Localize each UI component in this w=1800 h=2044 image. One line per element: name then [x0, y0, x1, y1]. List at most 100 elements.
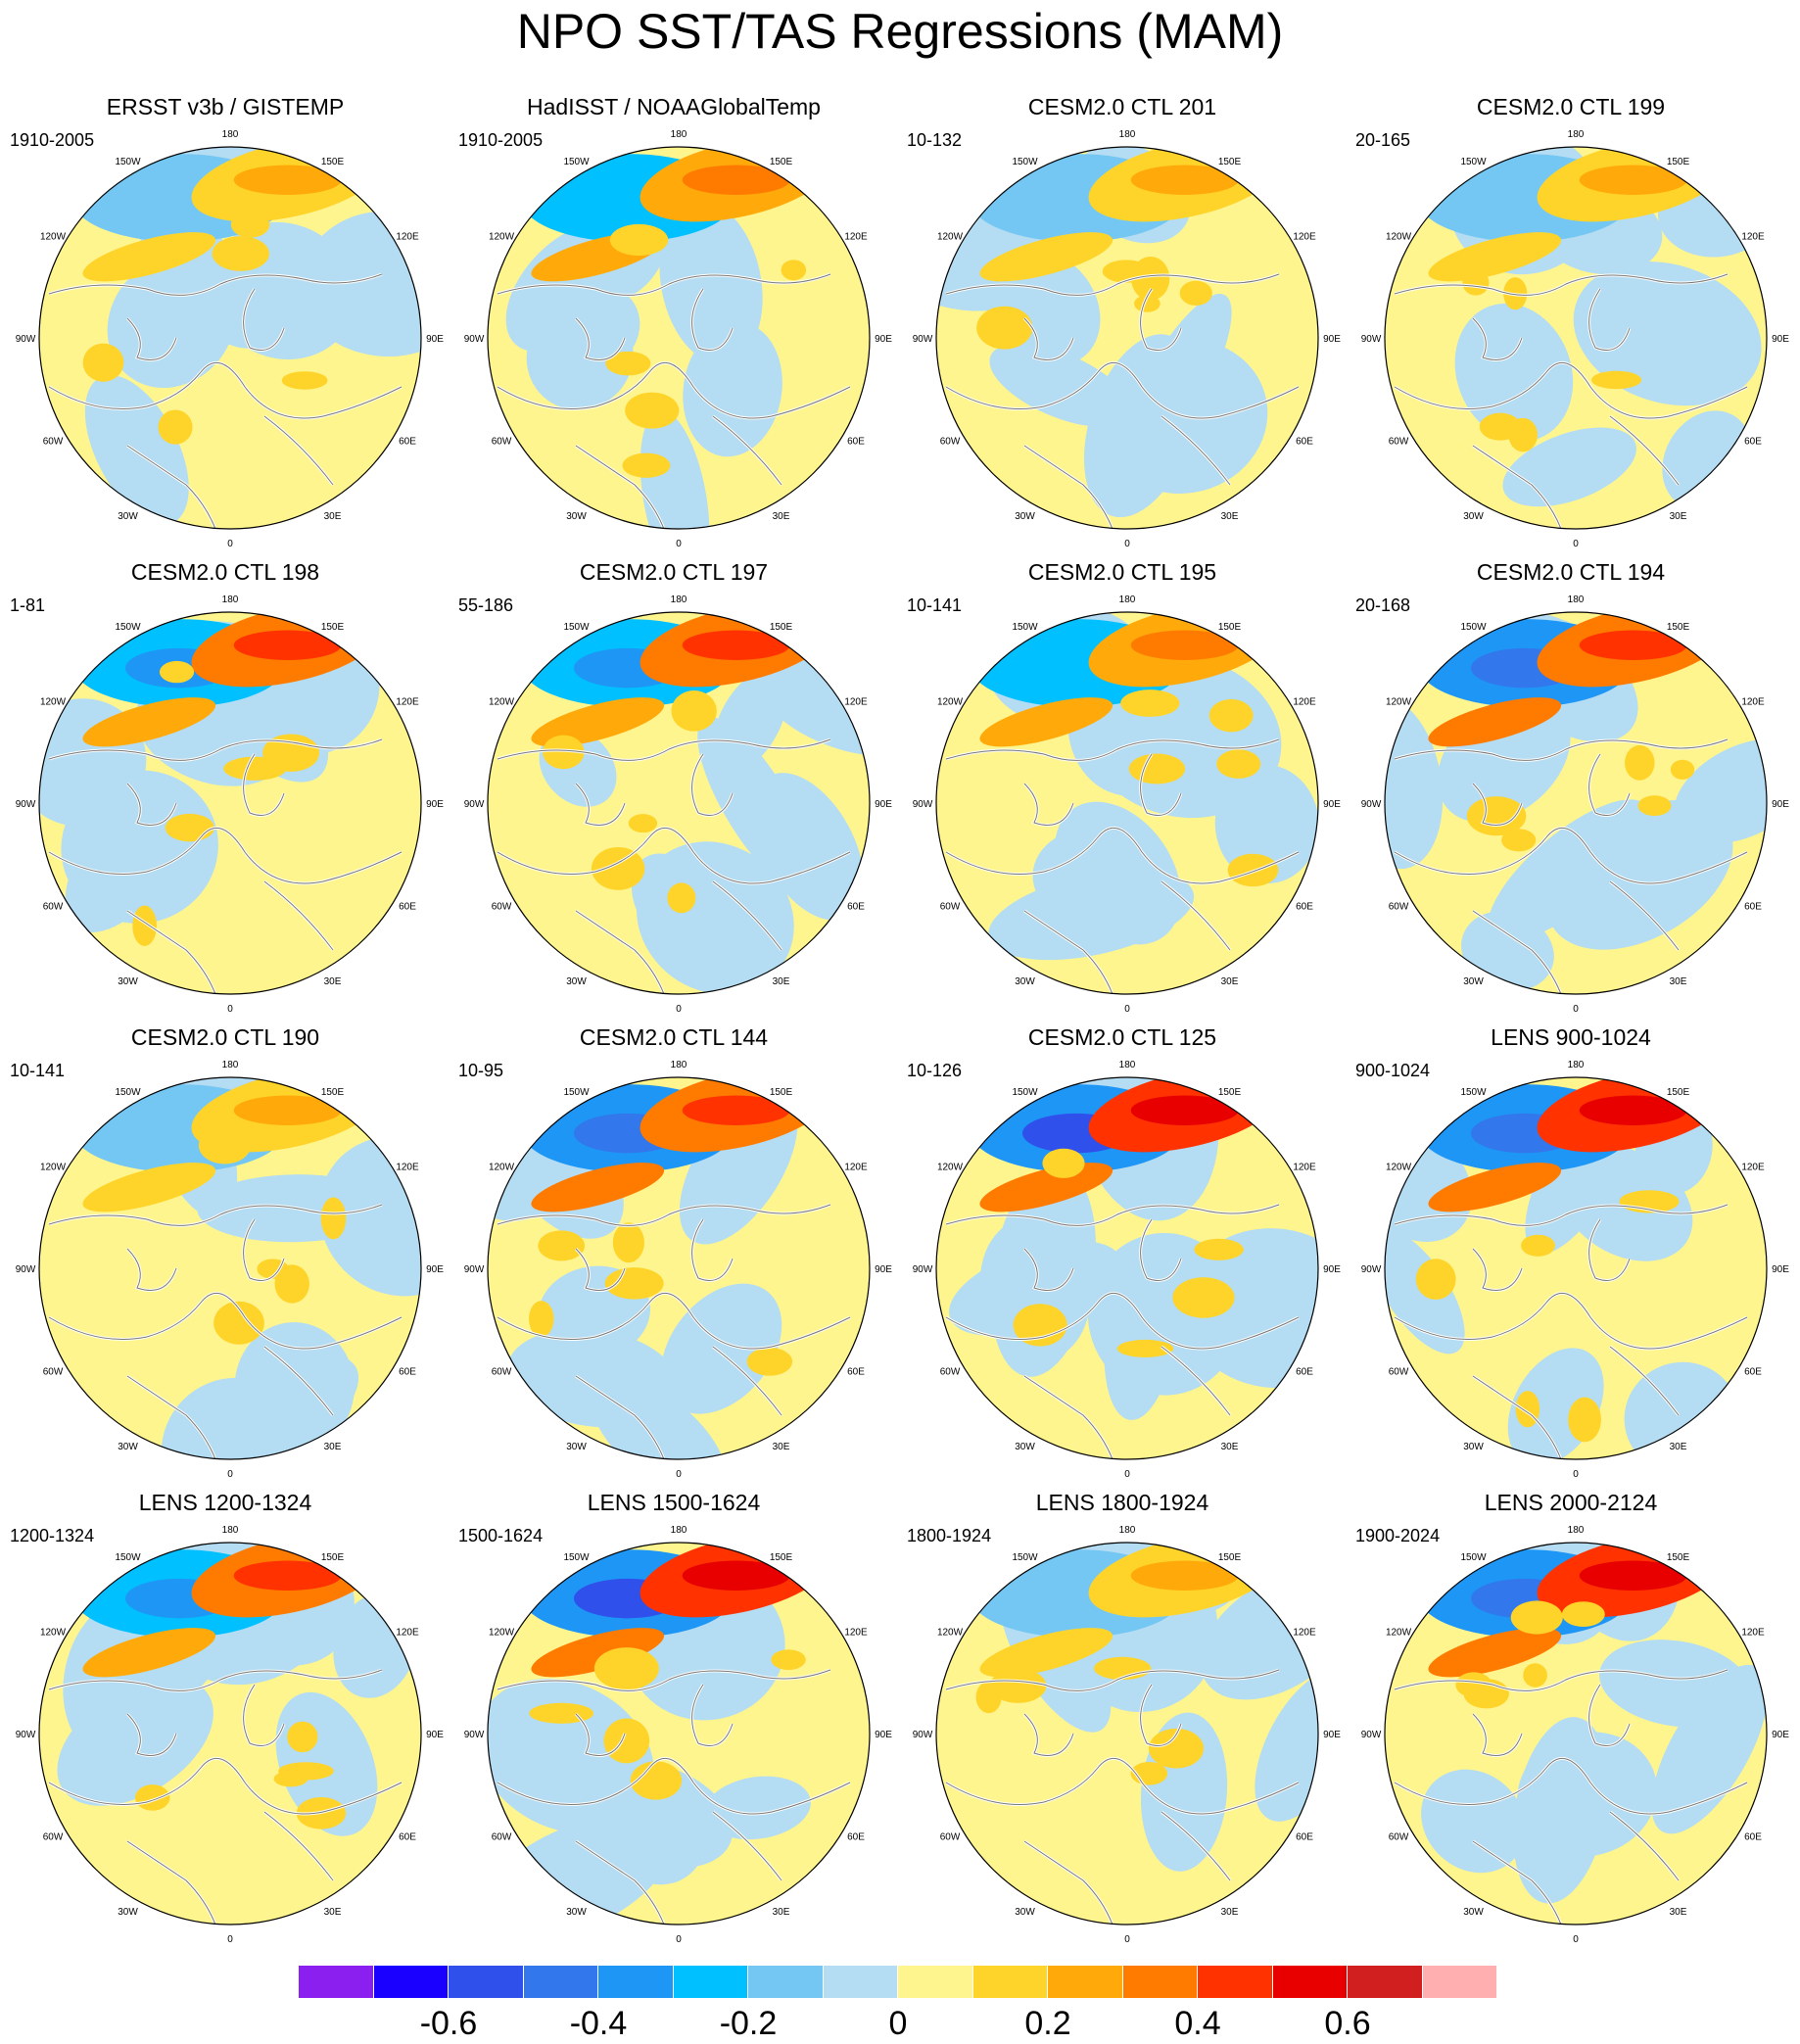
longitude-label: 150E: [321, 622, 345, 633]
panel-title: LENS 900-1024: [1491, 1024, 1651, 1050]
longitude-label: 120W: [937, 1628, 964, 1639]
longitude-label: 60E: [847, 1367, 865, 1378]
coastline: [497, 738, 831, 761]
coastline: [1023, 1840, 1113, 1925]
longitude-label: 180: [671, 129, 687, 140]
longitude-label: 180: [222, 1060, 239, 1070]
map-panel: ERSST v3b / GISTEMP 1910-2005 180 150E 120E 9…: [10, 93, 444, 553]
coastline: [712, 415, 782, 486]
longitude-label: 120E: [844, 232, 868, 243]
longitude-label: 90E: [1323, 334, 1341, 345]
longitude-label: 120E: [1741, 697, 1765, 708]
coastline: [48, 362, 403, 419]
colorbar-tick-label: -0.6: [419, 2005, 478, 2042]
panel-title: CESM2.0 CTL 197: [579, 559, 769, 585]
anomaly-region: [671, 690, 717, 732]
anomaly-region: [1466, 796, 1527, 836]
longitude-label: 60E: [847, 1832, 865, 1843]
longitude-label: 120E: [1741, 1628, 1765, 1639]
longitude-label: 180: [1568, 1060, 1585, 1070]
polar-map: 180 150E 120E 90E 60E 30E 0 30W 60W 90W 120W 150W: [16, 129, 445, 549]
coastline: [945, 1204, 1280, 1226]
coastline: [1472, 1713, 1523, 1756]
coastline: [1472, 910, 1562, 994]
anomaly-region: [1455, 1672, 1492, 1698]
coastline: [1588, 288, 1631, 351]
longitude-label: 150W: [1460, 1552, 1487, 1563]
coastline: [575, 445, 665, 529]
coastline: [243, 1218, 285, 1281]
colorbar-tick-label: 0.4: [1174, 2005, 1221, 2042]
longitude-label: 120W: [937, 232, 964, 243]
longitude-label: 90E: [1323, 1730, 1341, 1740]
panel-period: 10-126: [907, 1061, 963, 1080]
anomaly-region: [1462, 269, 1490, 296]
colorbar-swatch: [823, 1966, 898, 1998]
longitude-label: 30W: [1463, 976, 1484, 987]
longitude-label: 30W: [1463, 1442, 1484, 1452]
anomaly-region: [1579, 1560, 1687, 1591]
longitude-label: 150W: [1460, 1087, 1487, 1098]
anomaly-region: [134, 1784, 170, 1811]
panel-title: LENS 2000-2124: [1484, 1490, 1658, 1515]
coastline: [126, 445, 216, 529]
longitude-label: 0: [676, 539, 682, 549]
coastline: [1394, 362, 1748, 419]
longitude-label: 60E: [399, 1832, 416, 1843]
anomaly-region: [1479, 412, 1522, 441]
longitude-label: 90W: [464, 1730, 485, 1740]
anomaly-region: [1502, 427, 1636, 507]
longitude-label: 180: [1568, 594, 1585, 605]
longitude-label: 180: [1568, 129, 1585, 140]
coastline: [1023, 1713, 1074, 1756]
panel-title: HadISST / NOAAGlobalTemp: [527, 94, 821, 119]
longitude-label: 90E: [426, 1264, 444, 1275]
anomaly-region: [538, 1230, 586, 1261]
colorbar-swatch: [299, 1966, 374, 1998]
coastline: [691, 1684, 734, 1746]
coastline: [126, 1375, 216, 1459]
coastline: [691, 288, 734, 351]
colorbar-tick-label: 0: [888, 2005, 908, 2042]
anomaly-region: [1521, 1234, 1555, 1257]
longitude-label: 90E: [1772, 1730, 1789, 1740]
longitude-label: 0: [227, 1934, 233, 1945]
longitude-label: 90W: [913, 1264, 933, 1275]
anomaly-region: [757, 656, 870, 756]
colorbar-swatch: [1422, 1966, 1497, 1998]
anomaly-region: [682, 630, 790, 660]
longitude-label: 30W: [118, 511, 138, 522]
longitude-label: 180: [671, 1525, 687, 1536]
anomaly-region: [682, 1560, 790, 1591]
longitude-label: 0: [1573, 1469, 1579, 1480]
longitude-label: 180: [671, 1060, 687, 1070]
longitude-label: 120W: [1386, 232, 1412, 243]
anomaly-region: [531, 1163, 665, 1212]
coastline: [48, 273, 383, 296]
anomaly-region: [82, 232, 216, 282]
longitude-label: 150W: [563, 622, 590, 633]
coastline: [1472, 317, 1523, 360]
longitude-label: 120W: [40, 232, 67, 243]
panel-title: CESM2.0 CTL 194: [1476, 559, 1666, 585]
longitude-label: 120E: [844, 1628, 868, 1639]
polar-map: 180 150E 120E 90E 60E 30E 0 30W 60W 90W 120W 150W: [464, 129, 893, 549]
anomaly-region: [746, 1347, 793, 1376]
coastline: [691, 753, 734, 816]
polar-map: 180 150E 120E 90E 60E 30E 0 30W 60W 90W 120W 150W: [913, 1060, 1342, 1480]
panel-title: CESM2.0 CTL 201: [1027, 94, 1217, 119]
map-panel: CESM2.0 CTL 197 55-186 180 150E 120E 90E 60E 30…: [458, 558, 892, 1019]
longitude-label: 30W: [118, 976, 138, 987]
anomaly-region: [682, 165, 790, 195]
coastline: [243, 753, 285, 816]
longitude-label: 150E: [770, 1087, 793, 1098]
longitude-label: 60E: [1744, 1832, 1762, 1843]
anomaly-region: [1130, 630, 1239, 660]
longitude-label: 60E: [399, 1367, 416, 1378]
map-border: [38, 1542, 422, 1925]
map-panel: CESM2.0 CTL 195 10-141 180 150E 120E 90E 60E 30…: [907, 558, 1341, 1019]
anomaly-region: [979, 232, 1113, 282]
longitude-label: 90E: [1772, 334, 1789, 345]
anomaly-region: [781, 260, 807, 281]
coastline: [712, 1811, 782, 1881]
